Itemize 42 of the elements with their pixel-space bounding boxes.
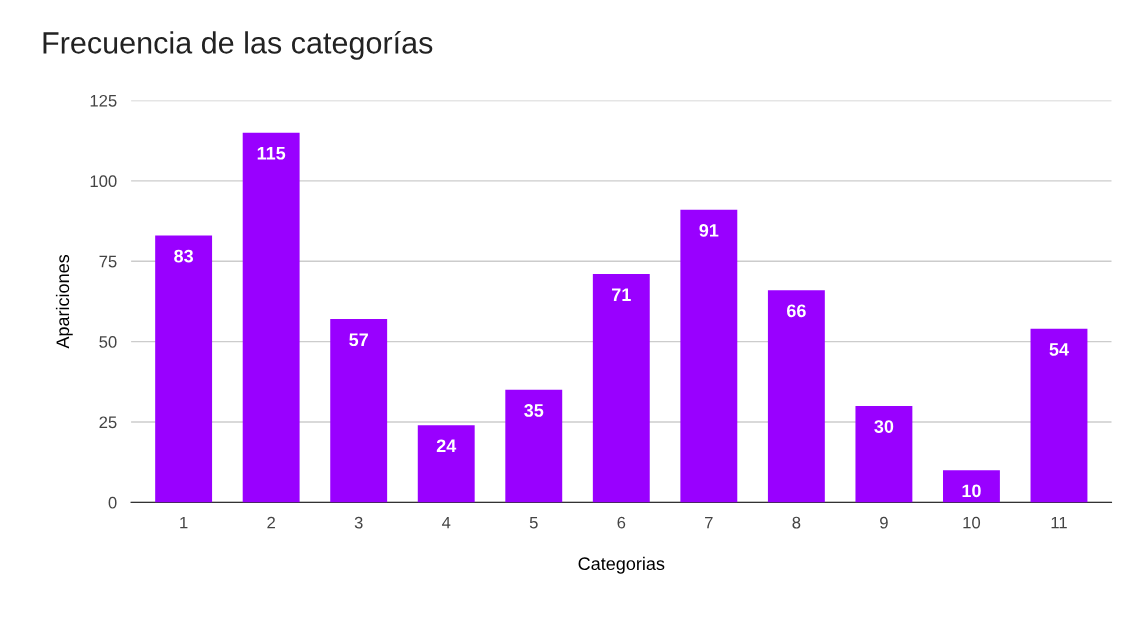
x-tick-label: 2	[267, 516, 275, 529]
data-label: 83	[174, 249, 194, 263]
y-axis-title: Apariciones	[55, 254, 73, 349]
y-tick-label: 75	[99, 255, 117, 268]
chart-title: Frecuencia de las categorías	[43, 30, 433, 60]
bar	[592, 274, 650, 503]
data-label: 66	[786, 304, 806, 318]
x-tick-label: 5	[529, 516, 538, 529]
y-tick-label: 125	[90, 94, 117, 107]
x-tick-label: 11	[1051, 516, 1067, 529]
bar	[942, 470, 1000, 503]
data-label: 30	[874, 420, 894, 433]
bar	[242, 132, 300, 503]
x-tick-label: 6	[617, 516, 626, 529]
y-tick-label: 25	[99, 416, 117, 429]
data-label: 115	[257, 147, 286, 160]
data-label: 35	[524, 404, 544, 417]
bar	[155, 235, 213, 503]
data-label: 71	[612, 288, 631, 301]
data-label: 57	[349, 333, 368, 347]
x-tick-label: 8	[792, 516, 801, 529]
x-axis-title: Categorias	[578, 556, 665, 574]
bar	[330, 319, 388, 503]
x-tick-label: 3	[354, 516, 363, 529]
data-label: 10	[962, 484, 981, 498]
x-tick-label: 9	[880, 516, 888, 529]
data-label: 54	[1049, 343, 1069, 356]
bar	[417, 425, 475, 503]
x-tick-label: 1	[180, 516, 188, 529]
x-tick-label: 10	[963, 516, 981, 529]
y-tick-label: 0	[108, 496, 117, 509]
data-label: 91	[699, 224, 719, 237]
data-label: 24	[436, 439, 457, 453]
bar	[855, 405, 913, 503]
y-tick-label: 50	[99, 336, 117, 348]
bar	[1030, 328, 1088, 503]
x-tick-label: 4	[441, 516, 451, 529]
bar	[767, 290, 825, 503]
x-tick-label: 7	[705, 516, 713, 529]
bar	[680, 209, 738, 503]
bar	[505, 389, 563, 503]
y-tick-label: 100	[90, 175, 117, 188]
